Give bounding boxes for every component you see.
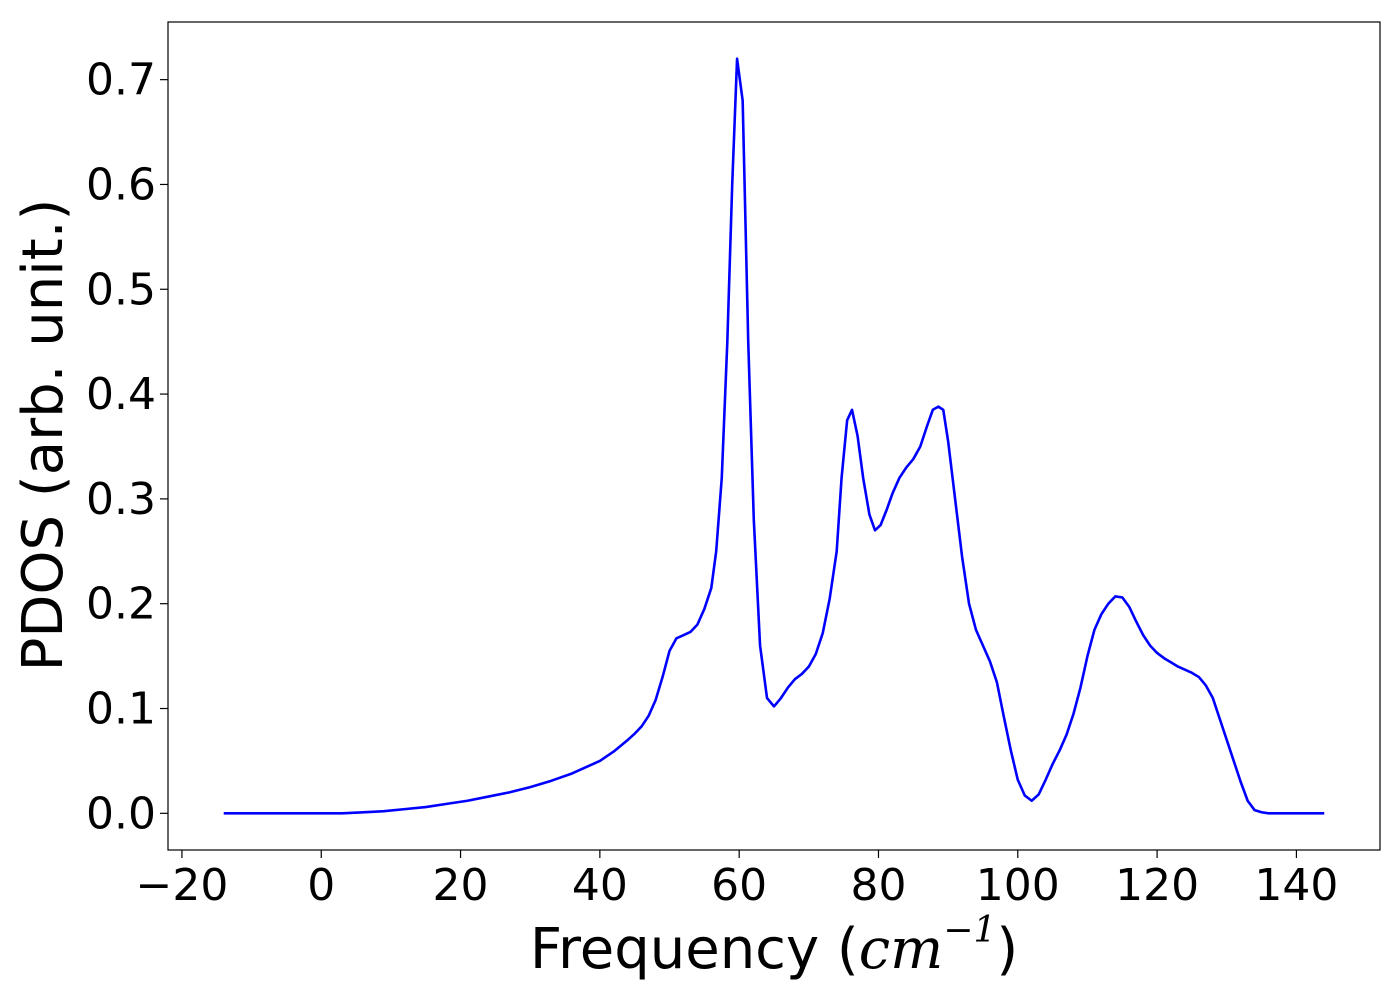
y-tick-label: 0.2 <box>86 579 156 630</box>
x-axis-label: Frequency (cm−1) <box>530 910 1018 982</box>
x-axis-label-unit: cm <box>859 917 943 982</box>
plot-frame <box>167 21 1381 851</box>
x-tick-label: 60 <box>711 860 767 911</box>
x-tick-label: 140 <box>1254 860 1338 911</box>
x-tick-label: 40 <box>572 860 628 911</box>
x-axis-label-suffix: ) <box>996 917 1018 982</box>
y-tick-label: 0.6 <box>86 159 156 210</box>
x-tick-label: 20 <box>433 860 489 911</box>
x-axis-label-prefix: Frequency ( <box>530 917 859 982</box>
y-tick-label: 0.4 <box>86 369 156 420</box>
y-tick-label: 0.0 <box>86 788 156 839</box>
x-tick-label: 120 <box>1115 860 1199 911</box>
y-tick-label: 0.7 <box>86 55 156 106</box>
y-ticks: 0.0 0.1 0.2 0.3 0.4 0.5 0.6 0.7 <box>86 55 168 839</box>
y-axis-label: PDOS (arb. unit.) <box>11 199 76 672</box>
y-tick-label: 0.5 <box>86 264 156 315</box>
pdos-series-line <box>223 57 1325 815</box>
x-ticks: −20 0 20 40 60 80 100 120 140 <box>136 850 1338 911</box>
series-layer <box>223 57 1325 815</box>
x-axis-label-exponent: −1 <box>943 910 996 951</box>
y-tick-label: 0.1 <box>86 684 156 735</box>
y-tick-label: 0.3 <box>86 474 156 525</box>
x-tick-label: 80 <box>850 860 906 911</box>
x-tick-label: 0 <box>307 860 335 911</box>
x-tick-label: −20 <box>136 860 229 911</box>
x-tick-label: 100 <box>976 860 1060 911</box>
